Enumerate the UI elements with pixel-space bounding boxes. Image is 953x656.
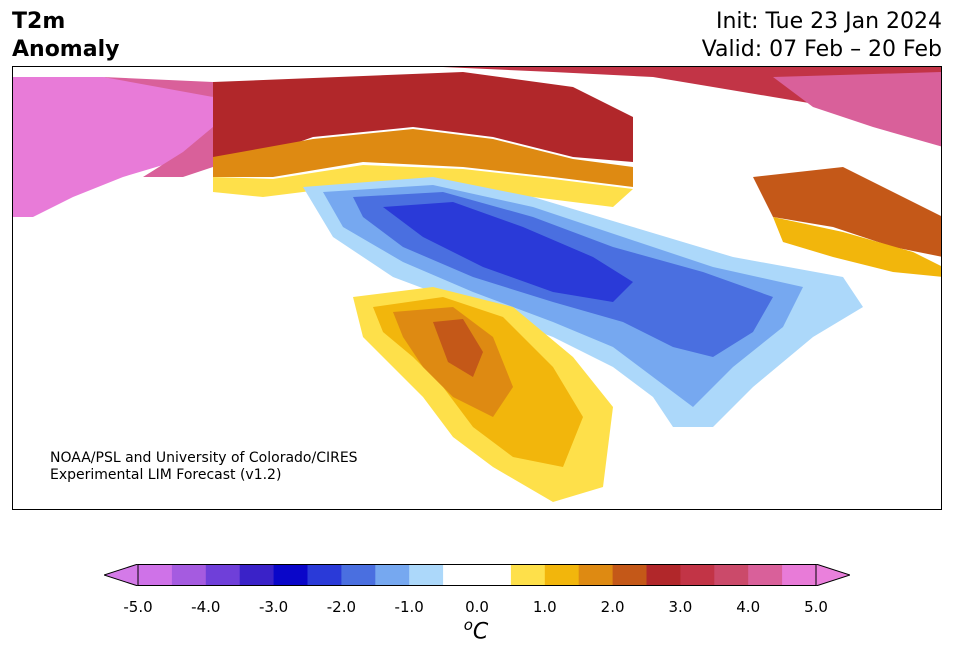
colorbar-cell	[239, 564, 275, 586]
region-east-canada-warm	[753, 167, 941, 257]
colorbar-cell	[307, 564, 342, 586]
map-svg	[13, 67, 941, 502]
region-cold-strong	[383, 202, 633, 302]
colorbar-cell	[578, 564, 614, 586]
colorbar-cell	[544, 564, 580, 586]
forecast-dates: Init: Tue 23 Jan 2024 Valid: 07 Feb – 20…	[702, 8, 942, 64]
colorbar-tick-label: 3.0	[668, 598, 693, 616]
valid-date: Valid: 07 Feb – 20 Feb	[701, 37, 942, 62]
colorbar-tick-label: 4.0	[736, 598, 761, 616]
colorbar-tick-label: 5.0	[804, 598, 828, 616]
region-canada-orange	[213, 129, 633, 187]
colorbar-extend-low	[104, 564, 139, 586]
colorbar-tick-label: 0.0	[465, 598, 489, 616]
colorbar-cell	[714, 564, 749, 586]
colorbar	[104, 564, 850, 586]
map-title: T2m Anomaly	[12, 8, 119, 64]
colorbar-tick-label: 1.0	[532, 598, 557, 616]
colorbar-cell	[612, 564, 647, 586]
colorbar-tick-label: -2.0	[326, 598, 357, 616]
colorbar-cell	[782, 564, 817, 586]
credit-line-1: NOAA/PSL and University of Colorado/CIRE…	[50, 450, 358, 466]
credit-line-2: Experimental LIM Forecast (v1.2)	[50, 467, 282, 483]
colorbar-tick-label: 2.0	[600, 598, 625, 616]
title-line-variable: T2m	[12, 9, 66, 34]
colorbar-cell	[748, 564, 783, 586]
colorbar-cell	[443, 564, 478, 586]
colorbar-cell	[510, 564, 546, 586]
colorbar-cell	[375, 564, 410, 586]
anomaly-map: NOAA/PSL and University of Colorado/CIRE…	[12, 66, 942, 510]
region-extreme-north	[13, 67, 941, 127]
colorbar-cell	[138, 564, 173, 586]
credit-text: NOAA/PSL and University of Colorado/CIRE…	[50, 450, 358, 484]
colorbar-extend-high	[815, 564, 850, 586]
colorbar-cell	[341, 564, 376, 586]
colorbar-cell	[646, 564, 681, 586]
colorbar-cell	[680, 564, 715, 586]
units-celsius: C	[472, 619, 489, 645]
colorbar-cell	[409, 564, 444, 586]
colorbar-cell	[171, 564, 207, 586]
colorbar-tick-label: -5.0	[123, 598, 153, 616]
colorbar-tick-label: -4.0	[191, 598, 221, 616]
colorbar-units: oC	[464, 616, 489, 644]
colorbar-cell	[477, 564, 512, 586]
region-alaska-pink	[13, 77, 243, 217]
colorbar-tick-label: -3.0	[258, 598, 289, 616]
colorbar-cell	[205, 564, 241, 586]
colorbar-tick-label: -1.0	[394, 598, 424, 616]
region-east-canada-yellow	[773, 217, 941, 277]
region-canada-red	[213, 72, 633, 162]
colorbar-cell	[273, 564, 308, 586]
region-greenland-pink	[773, 72, 941, 147]
units-degree: o	[463, 616, 473, 634]
init-date: Init: Tue 23 Jan 2024	[715, 9, 942, 34]
colorbar-border	[137, 564, 817, 586]
colorbar-cells	[104, 564, 850, 586]
region-sw-hot	[433, 319, 483, 377]
title-line-anomaly: Anomaly	[12, 37, 120, 62]
